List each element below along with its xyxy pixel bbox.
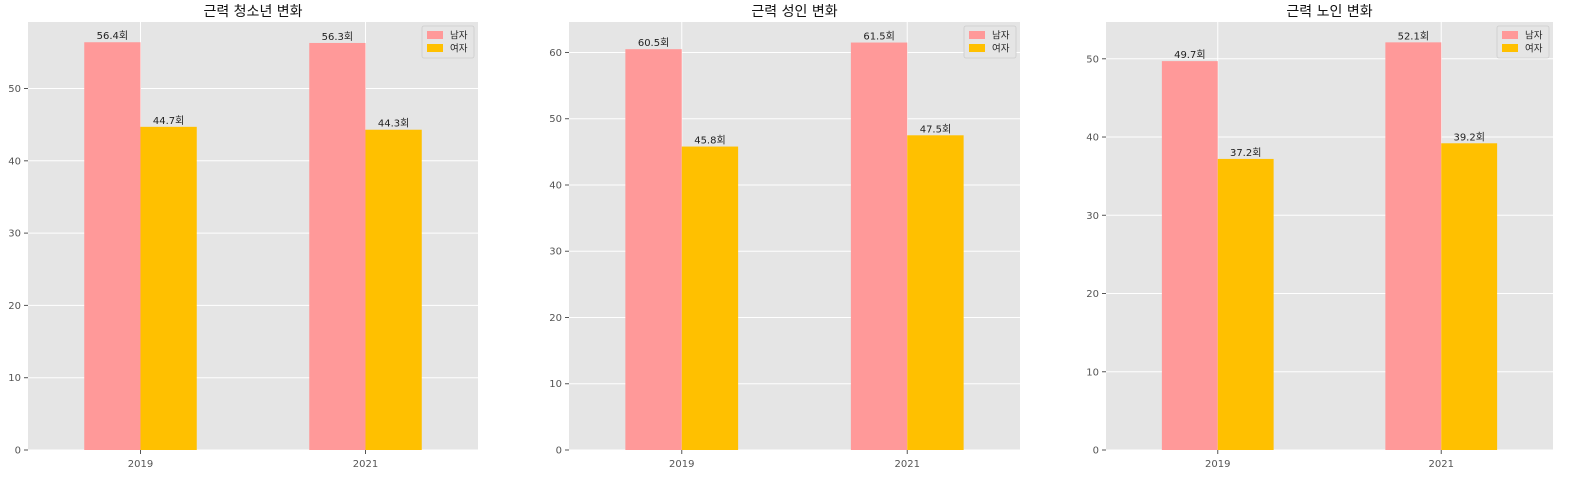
x-tick-label: 2021 <box>353 459 378 470</box>
bar <box>625 49 682 450</box>
bar <box>1441 143 1498 450</box>
legend-label: 여자 <box>1525 43 1543 55</box>
y-tick-label: 50 <box>8 84 21 95</box>
y-tick-label: 40 <box>8 156 21 167</box>
bar <box>84 42 141 450</box>
y-tick-label: 30 <box>8 229 21 240</box>
y-tick-label: 50 <box>549 114 562 125</box>
legend-label: 남자 <box>992 31 1010 42</box>
y-tick-label: 20 <box>8 301 21 312</box>
chart-svg: 근력 청소년 변화 0 10 20 30 40 50 2019 2021 56.4회 56.3회 44… <box>8 4 478 470</box>
chart-senior: 근력 노인 변화 0 10 20 30 40 50 2019 2021 49.7회 52.1회 37.… <box>1060 0 1595 481</box>
bar <box>1217 158 1274 450</box>
y-tick-label: 40 <box>1086 133 1099 144</box>
bar <box>140 126 197 450</box>
legend-swatch <box>1502 31 1518 39</box>
x-tick-label: 2021 <box>895 459 920 470</box>
y-tick-label: 10 <box>549 379 562 390</box>
bar <box>309 42 366 450</box>
y-tick-label: 10 <box>1086 367 1099 378</box>
data-label: 61.5회 <box>863 31 894 43</box>
x-tick-label: 2019 <box>128 459 153 470</box>
legend-label: 여자 <box>992 43 1010 55</box>
legend-label: 여자 <box>450 43 468 55</box>
bar <box>1161 61 1218 450</box>
data-label: 47.5회 <box>920 123 951 135</box>
y-tick-label: 20 <box>1086 289 1099 300</box>
y-tick-label: 30 <box>549 247 562 258</box>
chart-title: 근력 성인 변화 <box>751 4 837 20</box>
y-tick-label: 40 <box>549 180 562 191</box>
bar <box>907 135 964 450</box>
chart-svg: 근력 성인 변화 0 10 20 30 40 50 60 2019 2021 60.5회 61.5회 4… <box>549 4 1020 470</box>
legend-swatch <box>969 31 985 39</box>
data-label: 44.7회 <box>153 115 184 127</box>
chart-adult: 근력 성인 변화 0 10 20 30 40 50 60 2019 2021 60.5회 61.5회 4… <box>530 0 1050 481</box>
chart-youth: 근력 청소년 변화 0 10 20 30 40 50 2019 2021 56.4회 56.3회 44… <box>0 0 500 481</box>
chart-title: 근력 노인 변화 <box>1286 4 1372 20</box>
y-tick-label: 50 <box>1086 54 1099 65</box>
data-label: 52.1회 <box>1398 30 1429 42</box>
data-label: 56.4회 <box>97 30 128 42</box>
data-label: 39.2회 <box>1453 131 1484 143</box>
legend-swatch <box>427 44 443 52</box>
data-label: 49.7회 <box>1174 49 1205 61</box>
bar <box>365 129 422 451</box>
x-tick-label: 2019 <box>669 459 694 470</box>
y-tick-label: 20 <box>549 313 562 324</box>
y-tick-label: 0 <box>556 446 562 457</box>
bar <box>681 146 739 450</box>
y-tick-label: 0 <box>15 446 21 457</box>
data-label: 56.3회 <box>322 31 353 43</box>
chart-svg: 근력 노인 변화 0 10 20 30 40 50 2019 2021 49.7회 52.1회 37.… <box>1086 4 1553 470</box>
legend-swatch <box>969 44 985 52</box>
x-tick-label: 2021 <box>1429 459 1454 470</box>
data-label: 45.8회 <box>694 135 725 147</box>
legend-label: 남자 <box>1525 31 1543 42</box>
legend-swatch <box>1502 44 1518 52</box>
y-tick-label: 0 <box>1093 446 1099 457</box>
data-label: 60.5회 <box>638 37 669 49</box>
y-tick-label: 10 <box>8 373 21 384</box>
bar <box>850 42 908 451</box>
bar <box>1385 42 1442 451</box>
chart-title: 근력 청소년 변화 <box>203 4 302 20</box>
x-tick-label: 2019 <box>1205 459 1230 470</box>
y-tick-label: 60 <box>549 48 562 59</box>
legend-swatch <box>427 31 443 39</box>
y-tick-label: 30 <box>1086 211 1099 222</box>
legend-label: 남자 <box>450 31 468 42</box>
data-label: 37.2회 <box>1230 147 1261 159</box>
data-label: 44.3회 <box>378 118 409 130</box>
